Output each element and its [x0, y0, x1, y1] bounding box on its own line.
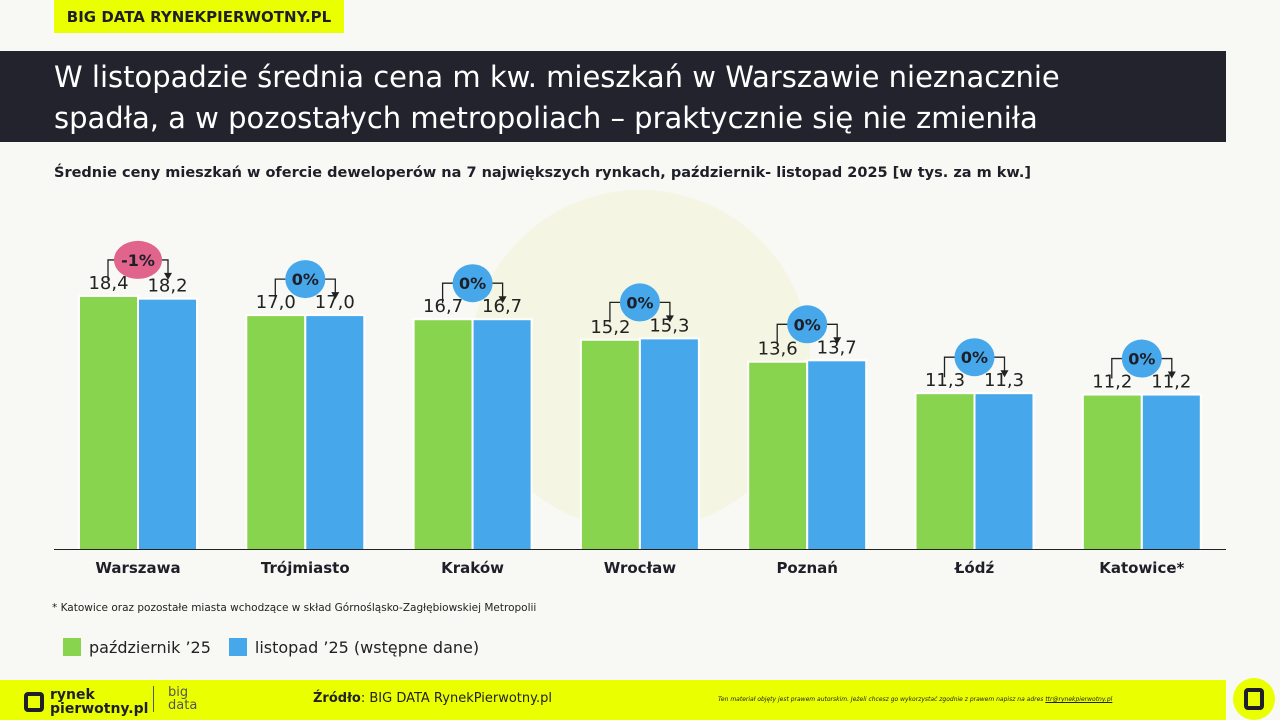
data-label: 17,0	[315, 292, 355, 313]
bar-october	[414, 320, 472, 549]
change-label: 0%	[459, 274, 486, 293]
big-data-logo: big data	[153, 686, 197, 712]
data-label: 11,3	[984, 370, 1024, 391]
category-label: Trójmiasto	[261, 559, 350, 577]
change-badge	[452, 264, 493, 303]
data-label: 13,7	[817, 337, 857, 358]
arrow-down-icon	[833, 337, 842, 345]
category-label: Warszawa	[95, 559, 180, 577]
data-label: 18,4	[88, 273, 128, 294]
legend-swatch	[63, 638, 81, 656]
legend-item-november: listopad ’25 (wstępne dane)	[228, 638, 480, 657]
change-label: 0%	[292, 270, 319, 289]
change-badge	[1121, 339, 1162, 378]
data-label: 15,2	[590, 317, 630, 338]
arrow-down-icon	[331, 292, 340, 300]
bar-october	[80, 296, 137, 549]
change-label: 0%	[1128, 350, 1155, 369]
page-title: W listopadzie średnia cena m kw. mieszka…	[0, 51, 1226, 142]
bar-november	[139, 299, 196, 549]
bar-november	[975, 394, 1033, 549]
arrow-down-icon	[498, 296, 507, 304]
corner-logo-icon	[1233, 678, 1275, 720]
data-label: 17,0	[256, 292, 296, 313]
change-badge	[619, 283, 660, 322]
data-label: 11,2	[1092, 372, 1132, 393]
logo-icon	[24, 692, 44, 712]
legend-swatch	[228, 638, 247, 656]
category-label: Łódź	[954, 559, 995, 577]
change-label: -1%	[121, 251, 155, 270]
data-label: 11,3	[925, 370, 965, 391]
data-label: 16,7	[423, 296, 463, 317]
bar-october	[916, 394, 974, 549]
title-line-1: W listopadzie średnia cena m kw. mieszka…	[54, 60, 1060, 94]
data-label: 13,6	[758, 339, 798, 360]
change-badge	[114, 240, 162, 279]
brand-label: BIG DATA RYNEKPIERWOTNY.PL	[54, 0, 344, 33]
change-label: 0%	[961, 348, 988, 367]
change-badge	[954, 338, 995, 377]
category-label: Poznań	[776, 559, 838, 577]
change-label: 0%	[626, 293, 653, 312]
bar-november	[1142, 395, 1200, 549]
data-label: 18,2	[147, 276, 187, 297]
category-label: Katowice*	[1099, 559, 1184, 577]
bar-october	[581, 340, 639, 549]
category-label: Kraków	[441, 559, 504, 577]
arrow-down-icon	[1167, 371, 1176, 379]
arrow-down-icon	[665, 315, 674, 323]
legend-label: listopad ’25 (wstępne dane)	[254, 638, 480, 657]
arrow-down-icon	[1000, 370, 1009, 378]
source-text: Źródło: BIG DATA RynekPierwotny.pl	[313, 691, 552, 706]
email-link[interactable]: ttr@rynekpierwotny.pl	[1045, 696, 1113, 703]
logo: rynek pierwotny.pl	[24, 688, 148, 716]
bar-october	[1083, 395, 1141, 549]
change-badge	[285, 260, 326, 299]
data-label: 15,3	[649, 315, 689, 336]
legend-item-october: październik ’25	[63, 638, 211, 657]
disclaimer: Ten materiał objęty jest prawem autorski…	[718, 696, 1113, 703]
bar-november	[808, 361, 866, 549]
data-label: 11,2	[1151, 372, 1191, 393]
chart-title: Średnie ceny mieszkań w ofercie dewelope…	[54, 165, 1031, 181]
footer-bar	[0, 680, 1226, 720]
bar-november	[306, 316, 364, 549]
data-label: 16,7	[482, 296, 522, 317]
bar-november	[640, 339, 698, 549]
footnote: * Katowice oraz pozostałe miasta wchodzą…	[52, 602, 537, 614]
legend-label: październik ’25	[89, 638, 211, 657]
bar-november	[473, 320, 531, 549]
change-label: 0%	[794, 315, 821, 334]
category-label: Wrocław	[604, 559, 677, 577]
bar-october	[749, 362, 807, 549]
arrow-down-icon	[164, 272, 172, 280]
change-badge	[787, 305, 828, 344]
title-line-2: spadła, a w pozostałych metropoliach – p…	[54, 101, 1038, 135]
legend: październik ’25 listopad ’25 (wstępne da…	[63, 638, 479, 657]
bar-october	[247, 316, 305, 549]
